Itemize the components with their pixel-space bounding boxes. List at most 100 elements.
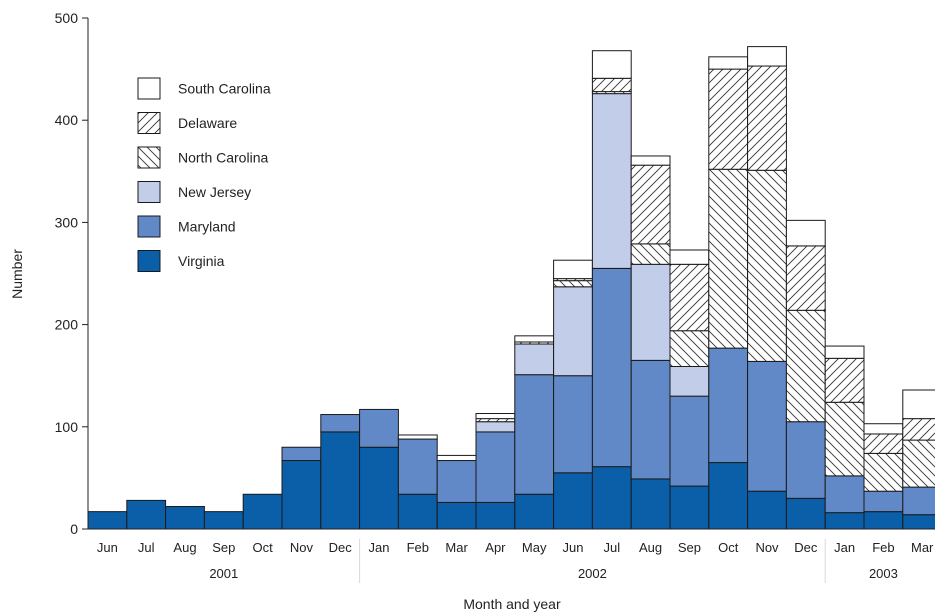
bar-maryland-21 — [902, 486, 935, 516]
bar-maryland-10 — [475, 431, 516, 503]
x-tick-label: Jun — [97, 540, 118, 555]
bar-new-jersey-12 — [553, 286, 593, 377]
bar-south-carolina-19 — [824, 345, 865, 359]
y-tick-label: 300 — [55, 214, 79, 230]
bar-virginia-11 — [514, 493, 555, 530]
bar-north-carolina-14 — [630, 243, 671, 265]
x-tick-label: Mar — [911, 540, 934, 555]
legend-label-delaware: Delaware — [178, 115, 237, 131]
bar-maryland-11 — [514, 374, 555, 495]
bar-south-carolina-20 — [863, 423, 904, 435]
bar-south-carolina-14 — [630, 155, 671, 166]
x-axis-title: Month and year — [463, 596, 561, 612]
x-axis-ticks: Jun Jul Aug Sep Oct Nov Dec Jan Feb Mar Apr May Jun J… — [97, 540, 934, 555]
bar-south-carolina-13 — [591, 50, 632, 79]
y-tick-label: 200 — [55, 317, 79, 333]
y-tick-label: 400 — [55, 112, 79, 128]
bar-virginia-18 — [785, 497, 826, 530]
bar-maryland-5 — [281, 446, 322, 462]
bar-north-carolina-16 — [708, 168, 749, 349]
bar-north-carolina-18 — [785, 309, 826, 423]
bar-virginia-20 — [863, 511, 904, 530]
y-tick-label: 100 — [55, 419, 79, 435]
legend-label-new-jersey: New Jersey — [178, 184, 251, 200]
y-axis-ticks: 0 100 200 300 400 500 — [55, 10, 88, 537]
bar-virginia-4 — [242, 493, 283, 530]
bar-maryland-18 — [785, 421, 826, 499]
bar-virginia-0 — [87, 511, 128, 530]
x-tick-label: Jan — [834, 540, 855, 555]
bar-maryland-7 — [359, 408, 399, 448]
bar-south-carolina-17 — [747, 46, 787, 67]
x-tick-label: Jul — [603, 540, 620, 555]
year-label: 2002 — [578, 566, 607, 581]
bar-maryland-15 — [669, 395, 710, 487]
bar-maryland-20 — [863, 490, 904, 513]
legend-label-south-carolina: South Carolina — [178, 81, 271, 97]
x-tick-label: Nov — [755, 540, 779, 555]
year-label: 2003 — [869, 566, 898, 581]
bar-virginia-9 — [436, 501, 477, 530]
x-tick-label: Sep — [212, 540, 235, 555]
legend-swatch-new-jersey — [137, 181, 161, 203]
bar-virginia-15 — [669, 485, 710, 530]
x-tick-label: Jan — [369, 540, 390, 555]
x-tick-label: Dec — [329, 540, 353, 555]
x-tick-label: Oct — [252, 540, 273, 555]
x-tick-label: Mar — [445, 540, 468, 555]
bar-maryland-16 — [708, 347, 749, 464]
bar-virginia-14 — [630, 478, 671, 530]
bar-virginia-2 — [165, 506, 205, 530]
bar-virginia-5 — [281, 460, 322, 530]
x-tick-label: Aug — [639, 540, 662, 555]
bar-virginia-21 — [902, 514, 935, 530]
legend-label-north-carolina: North Carolina — [178, 150, 268, 166]
x-tick-label: Dec — [794, 540, 818, 555]
bar-virginia-1 — [126, 499, 167, 530]
x-tick-label: Apr — [485, 540, 506, 555]
legend: South Carolina Delaware North Carolina New … — [137, 77, 271, 272]
bar-north-carolina-21 — [902, 439, 935, 488]
x-tick-label: Feb — [872, 540, 894, 555]
bar-south-carolina-10 — [475, 413, 516, 420]
bar-new-jersey-13 — [591, 93, 632, 269]
bar-north-carolina-20 — [863, 452, 904, 492]
bar-virginia-6 — [320, 431, 361, 530]
legend-swatch-delaware — [137, 112, 161, 134]
bar-new-jersey-15 — [669, 366, 710, 397]
y-tick-label: 0 — [70, 521, 78, 537]
bar-south-carolina-8 — [397, 434, 438, 440]
bar-delaware-21 — [902, 418, 935, 441]
x-tick-label: May — [522, 540, 547, 555]
bar-maryland-9 — [436, 460, 477, 503]
bar-virginia-13 — [591, 466, 632, 530]
bar-new-jersey-11 — [514, 343, 555, 376]
year-labels: 2001 2002 2003 — [209, 539, 898, 583]
bar-south-carolina-16 — [708, 56, 749, 70]
bar-maryland-6 — [320, 414, 361, 433]
x-tick-label: Feb — [407, 540, 429, 555]
bar-south-carolina-9 — [436, 454, 477, 462]
legend-label-maryland: Maryland — [178, 219, 236, 235]
bar-maryland-19 — [824, 475, 865, 514]
bar-maryland-12 — [553, 375, 593, 474]
bar-south-carolina-18 — [785, 219, 826, 247]
bar-virginia-17 — [747, 490, 787, 530]
bar-north-carolina-17 — [747, 169, 787, 362]
y-axis-title: Number — [9, 249, 25, 299]
bar-north-carolina-19 — [824, 401, 865, 477]
bar-virginia-10 — [475, 501, 516, 530]
legend-swatch-north-carolina — [137, 146, 161, 169]
bar-maryland-13 — [591, 267, 632, 468]
bar-delaware-15 — [669, 263, 710, 332]
x-tick-label: Jul — [138, 540, 155, 555]
bar-virginia-16 — [708, 462, 749, 530]
bar-delaware-20 — [863, 433, 904, 454]
bar-maryland-17 — [747, 360, 787, 492]
legend-label-virginia: Virginia — [178, 253, 225, 269]
bar-north-carolina-15 — [669, 330, 710, 368]
bar-north-carolina-12 — [553, 280, 593, 288]
x-tick-label: Oct — [718, 540, 739, 555]
legend-swatch-south-carolina — [137, 77, 161, 100]
